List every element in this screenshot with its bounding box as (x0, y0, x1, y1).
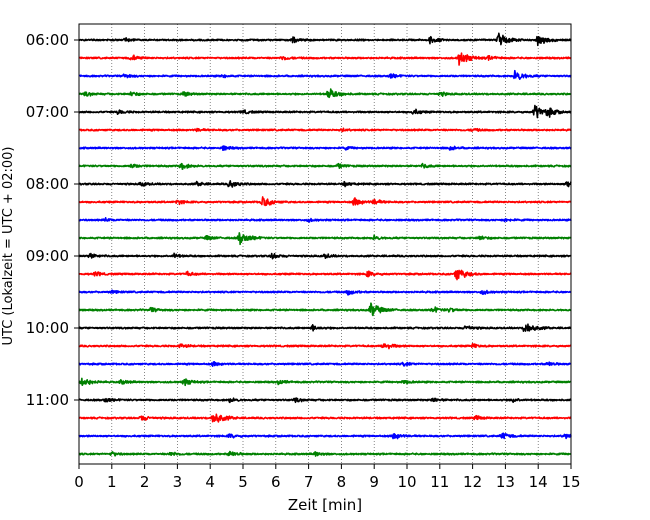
y-axis-ticks: 06:00 07:00 08:00 09:00 10:00 11:00 (26, 31, 79, 409)
trace-line (78, 104, 572, 119)
y-tick-label: 11:00 (26, 391, 69, 409)
trace-line (78, 252, 572, 260)
trace-line (78, 127, 572, 133)
y-tick-label: 08:00 (26, 175, 69, 193)
trace-line (78, 180, 572, 188)
trace-line (78, 232, 572, 246)
x-tick-label: 3 (173, 473, 183, 491)
x-tick-label: 5 (238, 473, 248, 491)
x-tick-label: 14 (529, 473, 548, 491)
plot-area-frame (78, 23, 572, 465)
x-tick-label: 2 (140, 473, 150, 491)
trace-line (78, 162, 572, 171)
x-tick-label: 4 (205, 473, 215, 491)
trace-line (78, 289, 572, 296)
trace-line (78, 450, 572, 457)
x-tick-label: 11 (430, 473, 449, 491)
x-tick-label: 10 (397, 473, 416, 491)
x-tick-label: 7 (304, 473, 314, 491)
trace-line (78, 397, 572, 404)
x-tick-label: 13 (496, 473, 515, 491)
y-tick-label: 09:00 (26, 247, 69, 265)
x-tick-label: 9 (369, 473, 379, 491)
y-tick-label: 10:00 (26, 319, 69, 337)
trace-line (78, 432, 572, 440)
x-tick-label: 0 (74, 473, 84, 491)
trace-line (78, 361, 572, 367)
x-tick-label: 15 (561, 473, 580, 491)
trace-line (78, 32, 572, 47)
x-tick-label: 12 (463, 473, 482, 491)
trace-line (78, 196, 572, 207)
x-tick-label: 8 (337, 473, 347, 491)
trace-line (78, 302, 572, 317)
x-axis-ticks: 0 1 2 3 4 5 6 7 8 9 10 11 12 13 14 15 (74, 464, 581, 491)
trace-line (78, 269, 572, 281)
trace-line (78, 217, 572, 223)
x-tick-label: 1 (107, 473, 117, 491)
trace-line (78, 52, 572, 66)
trace-line (78, 88, 572, 99)
y-axis-label: UTC (Lokalzeit = UTC + 02:00) (1, 147, 16, 346)
trace-line (78, 69, 572, 80)
y-tick-label: 06:00 (26, 31, 69, 49)
x-axis-label: Zeit [min] (288, 496, 362, 514)
trace-line (78, 145, 572, 152)
trace-line (78, 323, 572, 332)
trace-line (78, 413, 572, 423)
trace-line (78, 342, 572, 350)
trace-group (78, 32, 572, 457)
trace-line (78, 377, 572, 387)
x-tick-label: 6 (271, 473, 281, 491)
y-tick-label: 07:00 (26, 103, 69, 121)
